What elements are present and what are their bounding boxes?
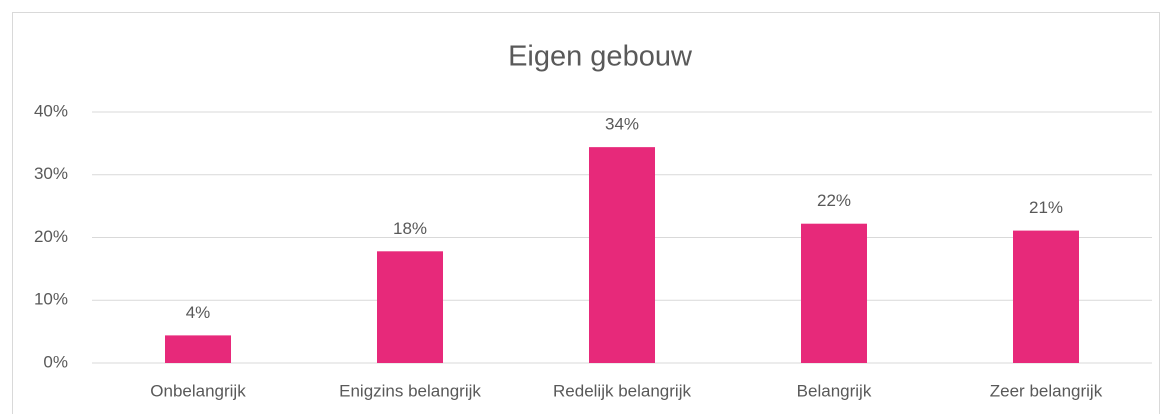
y-tick-label: 40% <box>34 101 68 120</box>
data-label: 22% <box>817 191 851 210</box>
data-label: 34% <box>605 115 639 134</box>
x-tick-label: Redelijk belangrijk <box>553 381 691 400</box>
y-tick-label: 30% <box>34 164 68 183</box>
bar <box>1013 230 1079 363</box>
data-label: 18% <box>393 219 427 238</box>
bar <box>165 335 231 363</box>
bar <box>589 147 655 363</box>
x-tick-label: Onbelangrijk <box>150 381 246 400</box>
bar <box>377 251 443 363</box>
y-tick-label: 20% <box>34 227 68 246</box>
x-tick-label: Zeer belangrijk <box>990 381 1103 400</box>
data-label: 4% <box>186 303 211 322</box>
y-tick-label: 10% <box>34 290 68 309</box>
x-tick-label: Belangrijk <box>797 381 872 400</box>
chart-title: Eigen gebouw <box>508 41 693 73</box>
y-tick-label: 0% <box>43 352 68 371</box>
data-label: 21% <box>1029 198 1063 217</box>
bar <box>801 223 867 363</box>
x-tick-label: Enigzins belangrijk <box>339 381 481 400</box>
